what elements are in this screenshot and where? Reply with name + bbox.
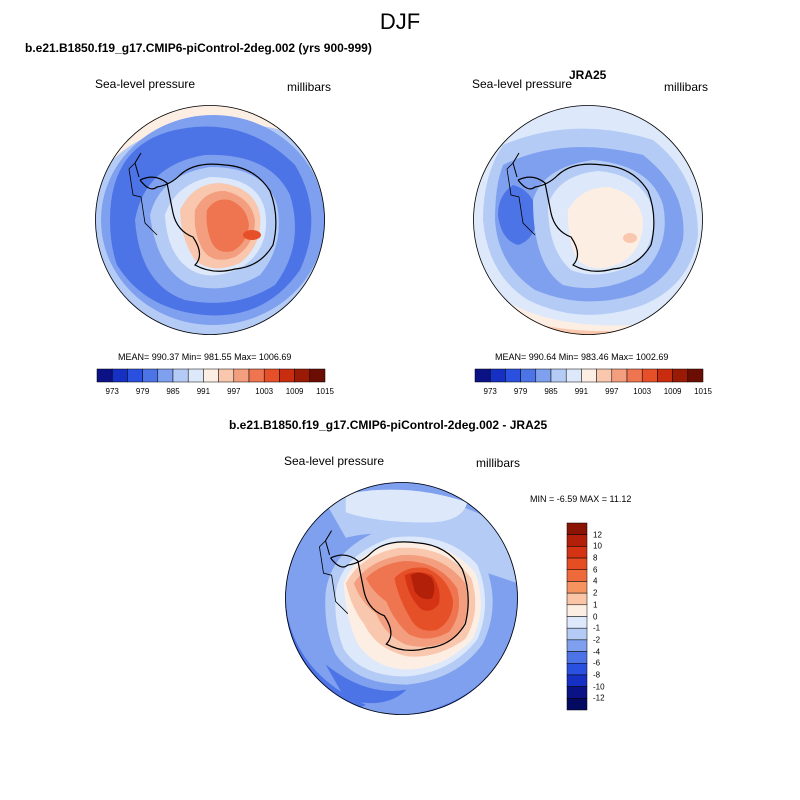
colorbar-tick-label: -2	[593, 635, 601, 645]
panel-2-variable: Sea-level pressure	[472, 77, 573, 91]
colorbar-swatch	[566, 557, 588, 570]
colorbar-tick-label: 8	[593, 553, 598, 563]
colorbar-swatch	[565, 368, 582, 383]
colorbar-swatch	[566, 674, 588, 687]
colorbar-swatch	[566, 639, 588, 652]
colorbar-swatch	[566, 698, 588, 711]
colorbar-tick-label: -10	[593, 682, 605, 692]
colorbar-swatch	[566, 546, 588, 559]
colorbar-tick-label: 985	[544, 387, 558, 396]
figure-title: DJF	[379, 9, 421, 34]
panel-3-title: b.e21.B1850.f19_g17.CMIP6-piControl-2deg…	[229, 418, 548, 432]
panel-2-polar-map	[473, 105, 703, 335]
panel-3-units: millibars	[476, 456, 521, 470]
panel-1-variable: Sea-level pressure	[95, 77, 196, 91]
colorbar-tick-label: 997	[227, 387, 241, 396]
colorbar-tick-label: 1009	[663, 387, 682, 396]
colorbar-swatch	[520, 368, 537, 383]
colorbar-swatch	[172, 368, 189, 383]
panel-1-colorbar	[96, 368, 326, 383]
panel-3-variable: Sea-level pressure	[284, 454, 385, 468]
colorbar-swatch	[566, 616, 588, 629]
panel-1-units: millibars	[287, 80, 332, 94]
panel-1-stats: MEAN= 990.37 Min= 981.55 Max= 1006.69	[118, 352, 292, 362]
colorbar-tick-label: 997	[605, 387, 619, 396]
panel-2-units: millibars	[664, 80, 709, 94]
panel-2-stats: MEAN= 990.64 Min= 983.46 Max= 1002.69	[495, 352, 669, 362]
colorbar-swatch	[672, 368, 689, 383]
colorbar-swatch	[566, 627, 588, 641]
colorbar-tick-label: 991	[196, 387, 211, 396]
colorbar-tick-label: 4	[593, 576, 598, 586]
colorbar-tick-label: 1015	[316, 387, 334, 396]
colorbar-swatch	[566, 604, 588, 617]
colorbar-swatch	[96, 368, 113, 383]
colorbar-swatch	[203, 368, 219, 383]
panel-2-colorbar-labels: 973 979 985 991 997 1003 1009 1015	[475, 387, 712, 397]
colorbar-swatch	[657, 368, 673, 383]
colorbar-tick-label: -12	[593, 693, 605, 703]
colorbar-swatch	[218, 368, 235, 383]
colorbar-tick-label: -8	[593, 670, 601, 680]
colorbar-swatch	[566, 569, 588, 582]
colorbar-swatch	[127, 368, 143, 383]
panel-3-colorbar-labels: 12 10 8 6 4 2 1 0 -1 -2 -4 -6 -8 -10 -12	[593, 523, 623, 710]
panel-3-polar-map	[285, 482, 518, 715]
colorbar-swatch	[474, 368, 491, 383]
colorbar-tick-label: 12	[593, 530, 602, 540]
colorbar-tick-label: 1003	[633, 387, 652, 396]
panel-1-colorbar-labels: 973 979 985 991 997 1003 1009 1015	[97, 387, 334, 397]
colorbar-tick-label: 2	[593, 588, 598, 598]
colorbar-swatch	[566, 663, 588, 676]
colorbar-swatch	[187, 368, 204, 383]
colorbar-swatch	[489, 368, 506, 383]
colorbar-swatch	[626, 368, 643, 383]
colorbar-swatch	[233, 368, 250, 383]
panel-1-polar-map	[95, 105, 325, 335]
colorbar-swatch	[309, 368, 326, 383]
colorbar-swatch	[641, 368, 658, 383]
colorbar-tick-label: 991	[574, 387, 589, 396]
colorbar-tick-label: 1003	[255, 387, 274, 396]
colorbar-swatch	[505, 368, 521, 383]
colorbar-swatch	[566, 686, 588, 699]
colorbar-tick-label: 979	[135, 387, 150, 396]
colorbar-swatch	[535, 368, 552, 383]
colorbar-tick-label: -1	[593, 623, 601, 633]
colorbar-swatch	[687, 368, 704, 383]
colorbar-tick-label: 1009	[285, 387, 304, 396]
colorbar-swatch	[581, 368, 597, 383]
colorbar-swatch	[566, 592, 588, 606]
colorbar-swatch	[294, 368, 311, 383]
colorbar-swatch	[566, 522, 588, 535]
colorbar-tick-label: 1015	[694, 387, 712, 396]
panel-2-colorbar	[474, 368, 704, 383]
colorbar-swatch	[596, 368, 613, 383]
colorbar-tick-label: -6	[593, 658, 601, 668]
colorbar-swatch	[566, 651, 588, 664]
colorbar-tick-label: 973	[105, 387, 119, 396]
colorbar-tick-label: 1	[593, 600, 598, 610]
panel-3-stats: MIN = -6.59 MAX = 11.12	[530, 494, 632, 504]
panel-3-colorbar	[566, 522, 588, 711]
colorbar-swatch	[157, 368, 174, 383]
colorbar-tick-label: 973	[483, 387, 497, 396]
colorbar-swatch	[142, 368, 159, 383]
colorbar-tick-label: 985	[166, 387, 180, 396]
colorbar-swatch	[550, 368, 567, 383]
colorbar-swatch	[279, 368, 295, 383]
colorbar-tick-label: -4	[593, 647, 601, 657]
colorbar-swatch	[263, 368, 280, 383]
colorbar-swatch	[611, 368, 628, 383]
colorbar-swatch	[566, 581, 588, 594]
panel-2-title: JRA25	[569, 68, 607, 82]
colorbar-swatch	[566, 534, 588, 547]
colorbar-tick-label: 0	[593, 612, 598, 621]
colorbar-tick-label: 6	[593, 565, 598, 575]
colorbar-tick-label: 979	[513, 387, 528, 396]
colorbar-swatch	[111, 368, 128, 383]
colorbar-swatch	[248, 368, 265, 383]
colorbar-tick-label: 10	[593, 541, 602, 551]
panel-1-title: b.e21.B1850.f19_g17.CMIP6-piControl-2deg…	[25, 41, 372, 55]
